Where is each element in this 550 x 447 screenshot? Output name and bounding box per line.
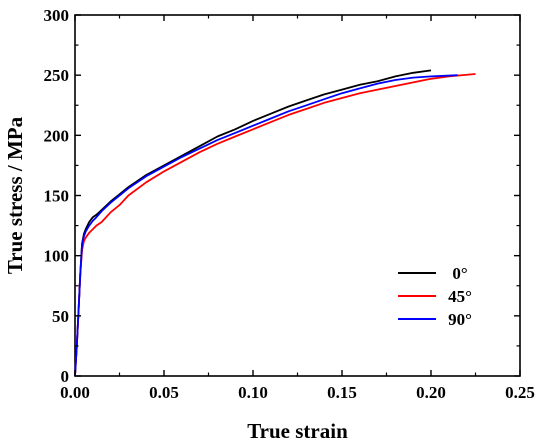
y-tick-label: 0 xyxy=(61,367,70,386)
series-line-0 xyxy=(74,69,432,377)
legend: 0° 45° 90° xyxy=(398,264,472,329)
y-tick-label: 250 xyxy=(44,66,70,85)
legend-label-1: 45° xyxy=(448,287,472,306)
series-line-1 xyxy=(74,73,476,377)
y-tick-label: 50 xyxy=(52,307,69,326)
series-line-2 xyxy=(74,74,458,377)
y-tick-label: 300 xyxy=(44,6,70,25)
x-axis-title: True strain xyxy=(247,419,348,443)
y-tick-label: 100 xyxy=(44,247,70,266)
series-layer xyxy=(74,69,476,377)
x-tick-label: 0.00 xyxy=(60,383,90,402)
x-tick-label: 0.25 xyxy=(505,383,535,402)
x-tick-label: 0.05 xyxy=(149,383,179,402)
axes-layer: 0.00 0.05 0.10 0.15 0.20 0.25 0 50 100 150 200 250 3… xyxy=(44,6,535,402)
y-tick-label: 200 xyxy=(44,126,70,145)
legend-label-2: 90° xyxy=(448,310,472,329)
y-axis-title: True stress / MPa xyxy=(3,116,27,274)
x-tick-label: 0.15 xyxy=(327,383,357,402)
y-tick-label: 150 xyxy=(44,187,70,206)
x-tick-label: 0.10 xyxy=(238,383,268,402)
x-tick-label: 0.20 xyxy=(416,383,446,402)
legend-label-0: 0° xyxy=(452,264,467,283)
